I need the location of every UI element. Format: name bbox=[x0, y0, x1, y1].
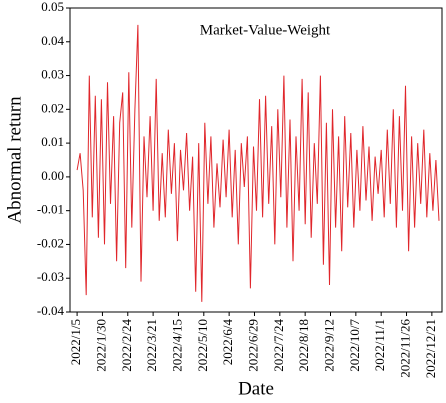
y-tick-label: 0.05 bbox=[41, 0, 64, 14]
y-tick-label: -0.04 bbox=[37, 303, 65, 318]
x-axis-label: Date bbox=[238, 378, 274, 399]
x-tick-label: 2022/5/10 bbox=[195, 319, 210, 372]
x-tick-label: 2022/11/1 bbox=[372, 319, 387, 371]
x-tick-label: 2022/6/4 bbox=[220, 319, 235, 366]
abnormal-return-line bbox=[76, 24, 440, 302]
x-tick-label: 2022/7/24 bbox=[271, 319, 286, 372]
x-tick-label: 2022/8/18 bbox=[296, 319, 311, 372]
x-tick-label: 2022/6/29 bbox=[245, 319, 260, 372]
y-tick-label: 0.04 bbox=[41, 33, 64, 48]
annotation: Market-Value-Weight bbox=[200, 22, 331, 38]
y-tick-label: -0.03 bbox=[37, 269, 64, 284]
y-axis-label: Abnormal return bbox=[4, 96, 25, 224]
x-tick-label: 2022/1/30 bbox=[93, 319, 108, 372]
x-tick-label: 2022/4/15 bbox=[169, 319, 184, 372]
y-tick-label: 0.01 bbox=[41, 134, 64, 149]
y-tick-label: 0.03 bbox=[41, 67, 64, 82]
x-tick-label: 2022/10/7 bbox=[347, 319, 362, 372]
x-tick-label: 2022/9/12 bbox=[321, 319, 336, 372]
x-tick-label: 2022/3/21 bbox=[144, 319, 159, 372]
x-tick-label: 2022/12/21 bbox=[423, 319, 438, 378]
x-tick-label: 2022/1/5 bbox=[68, 319, 83, 365]
x-tick-label: 2022/11/26 bbox=[398, 319, 413, 378]
y-tick-label: 0.02 bbox=[41, 100, 64, 115]
y-tick-label: 0.00 bbox=[41, 168, 64, 183]
plot-frame bbox=[69, 7, 443, 313]
y-tick-label: -0.02 bbox=[37, 235, 64, 250]
x-tick-label: 2022/2/24 bbox=[119, 319, 134, 372]
y-tick-label: -0.01 bbox=[37, 202, 64, 217]
